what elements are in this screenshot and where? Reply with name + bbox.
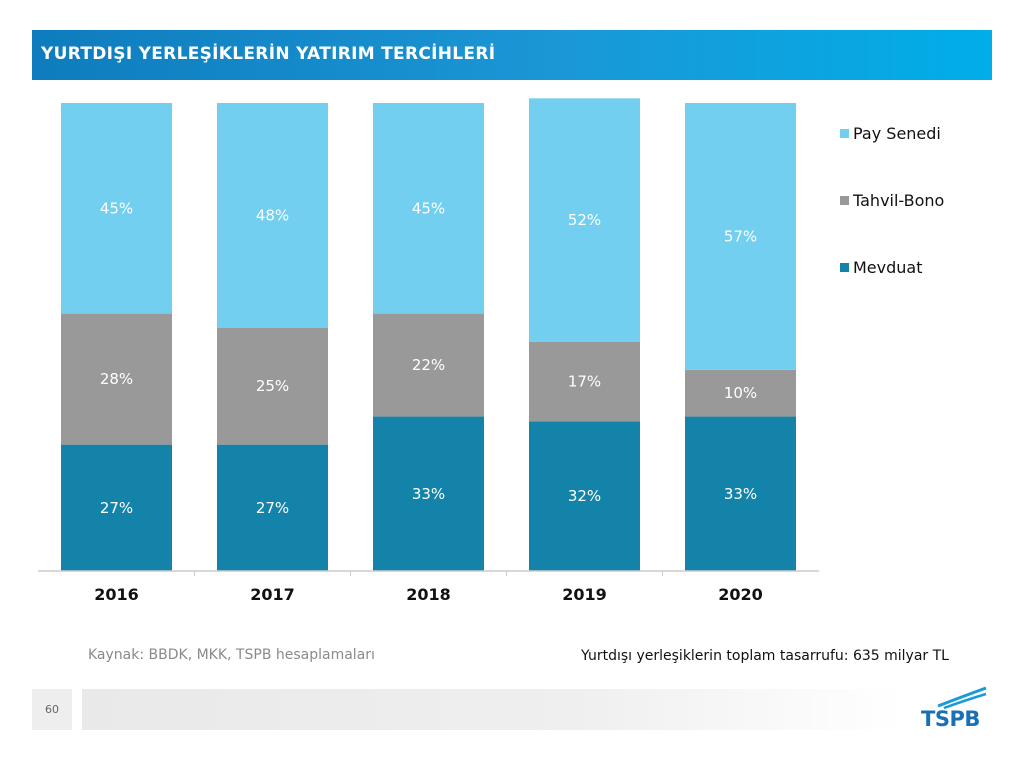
source-note: Kaynak: BBDK, MKK, TSPB hesaplamaları	[88, 647, 375, 663]
data-label-mevduat-2020: 33%	[724, 485, 757, 503]
legend-swatch-pay-senedi	[840, 129, 849, 138]
data-label-tahvil-bono-2017: 25%	[256, 377, 289, 395]
bar-mevduat-2019	[529, 421, 640, 571]
legend-label-pay-senedi: Pay Senedi	[853, 124, 941, 143]
data-label-mevduat-2017: 27%	[256, 499, 289, 517]
logo-arc-icon	[937, 686, 987, 710]
bar-tahvil-bono-2017	[217, 327, 328, 445]
x-tick-label-2017: 2017	[250, 585, 295, 604]
data-label-mevduat-2018: 33%	[412, 485, 445, 503]
bar-pay-senedi-2019	[529, 98, 640, 342]
data-label-mevduat-2019: 32%	[568, 487, 601, 505]
legend-label-tahvil-bono: Tahvil-Bono	[852, 191, 944, 210]
x-tick-label-2020: 2020	[718, 585, 763, 604]
tspb-logo: TSPB	[918, 686, 992, 734]
bar-tahvil-bono-2018	[373, 313, 484, 417]
bar-mevduat-2016	[61, 444, 172, 571]
bar-mevduat-2017	[217, 444, 328, 571]
page-number: 60	[32, 689, 72, 730]
bar-mevduat-2020	[685, 416, 796, 571]
bar-mevduat-2018	[373, 416, 484, 571]
bar-pay-senedi-2020	[685, 103, 796, 370]
total-savings-note: Yurtdışı yerleşiklerin toplam tasarrufu:…	[581, 648, 949, 664]
data-label-tahvil-bono-2018: 22%	[412, 356, 445, 374]
data-label-tahvil-bono-2019: 17%	[568, 372, 601, 390]
data-label-mevduat-2016: 27%	[100, 499, 133, 517]
stacked-bar-chart: 27% 28% 45% 27% 25% 48% 33% 22% 45% 32% 17% 52% 33% 1…	[38, 98, 944, 604]
data-label-pay-senedi-2016: 45%	[100, 199, 133, 217]
legend-label-mevduat: Mevduat	[853, 258, 923, 277]
data-label-tahvil-bono-2020: 10%	[724, 384, 757, 402]
logo-text: TSPB	[921, 707, 980, 731]
legend-swatch-mevduat	[840, 263, 849, 272]
x-tick-label-2019: 2019	[562, 585, 607, 604]
bar-tahvil-bono-2016	[61, 313, 172, 445]
data-label-tahvil-bono-2016: 28%	[100, 370, 133, 388]
bar-tahvil-bono-2019	[529, 341, 640, 422]
bar-pay-senedi-2017	[217, 103, 328, 328]
x-tick-label-2018: 2018	[406, 585, 451, 604]
data-label-pay-senedi-2020: 57%	[724, 227, 757, 245]
bar-pay-senedi-2016	[61, 103, 172, 314]
title-bar: YURTDIŞI YERLEŞİKLERİN YATIRIM TERCİHLER…	[32, 30, 992, 80]
data-label-pay-senedi-2019: 52%	[568, 211, 601, 229]
legend-swatch-tahvil-bono	[840, 196, 849, 205]
data-label-pay-senedi-2017: 48%	[256, 206, 289, 224]
data-label-pay-senedi-2018: 45%	[412, 199, 445, 217]
footer-bar	[82, 689, 902, 730]
bar-tahvil-bono-2020	[685, 369, 796, 417]
x-tick-label-2016: 2016	[94, 585, 139, 604]
bar-pay-senedi-2018	[373, 103, 484, 314]
page-title: YURTDIŞI YERLEŞİKLERİN YATIRIM TERCİHLER…	[41, 44, 496, 64]
